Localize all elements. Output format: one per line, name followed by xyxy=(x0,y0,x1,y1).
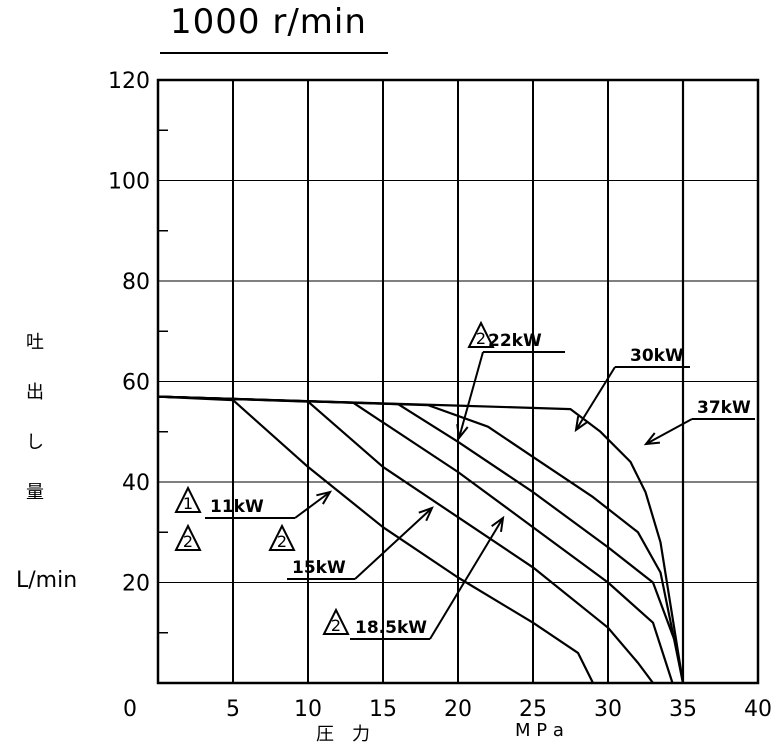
callout-22kW-arrowhead xyxy=(456,423,469,441)
callout-18.5kW-0-triangle xyxy=(322,607,350,635)
callout-15kW-0-triangle-number: 2 xyxy=(277,532,287,551)
callout-30kW-arrowhead xyxy=(574,416,589,433)
callout-22kW-0-triangle xyxy=(467,320,495,348)
callout-30kW-leader xyxy=(575,366,616,431)
x-tick-label-0: 0 xyxy=(123,697,137,722)
callout-15kW-label: 15kW xyxy=(292,558,346,578)
x-tick-label-5: 25 xyxy=(519,697,547,722)
y-axis-label-char-4: 量 xyxy=(26,482,44,503)
callout-37kW-leader xyxy=(645,418,693,445)
y-axis-label-char-3: し xyxy=(26,432,44,453)
series-line-18.5kW xyxy=(157,395,674,684)
callout-18.5kW-label: 18.5kW xyxy=(355,618,427,638)
callout-18.5kW-leader xyxy=(429,517,504,640)
callout-37kW-arrowhead xyxy=(643,432,661,446)
callout-30kW-label: 30kW xyxy=(630,346,684,366)
x-axis-label: 圧 力 xyxy=(316,724,370,745)
y-tick-label-6: 120 xyxy=(108,69,150,94)
callout-22kW-0-triangle-number: 2 xyxy=(476,329,486,348)
callout-11kW-0-triangle-number: 1 xyxy=(183,494,193,513)
callout-37kW-label: 37kW xyxy=(697,398,751,418)
y-tick-label-2: 40 xyxy=(122,471,150,496)
y-tick-label-3: 60 xyxy=(122,371,150,396)
series-line-15kW xyxy=(157,395,654,684)
callout-18.5kW-arrowhead xyxy=(491,515,505,532)
y-axis-unit: L/min xyxy=(16,568,78,593)
callout-11kW-1-triangle-number: 2 xyxy=(183,532,193,551)
callout-11kW-arrowhead xyxy=(316,490,333,505)
title-underline xyxy=(160,52,388,54)
chart-title: 1000 r/min xyxy=(170,2,367,42)
x-tick-label-3: 15 xyxy=(369,697,397,722)
x-tick-label-2: 10 xyxy=(294,697,322,722)
plot-frame xyxy=(156,78,760,685)
callout-18.5kW-0-triangle-number: 2 xyxy=(331,616,341,635)
x-tick-label-7: 35 xyxy=(669,697,697,722)
y-axis-label-char-2: 出 xyxy=(26,382,44,403)
x-tick-label-4: 20 xyxy=(444,697,472,722)
y-tick-label-4: 80 xyxy=(122,270,150,295)
callout-11kW-1-triangle xyxy=(174,523,202,551)
x-tick-label-8: 40 xyxy=(744,697,772,722)
callout-11kW-leader xyxy=(294,491,331,519)
callout-15kW-0-triangle xyxy=(268,523,296,551)
series-line-30kW xyxy=(157,395,685,684)
callout-15kW-leader xyxy=(354,507,433,580)
series-line-37kW xyxy=(157,395,685,684)
series-line-22kW xyxy=(157,395,685,684)
series-line-11kW xyxy=(157,395,594,684)
callout-11kW-0-triangle xyxy=(174,485,202,513)
callout-11kW-label: 11kW xyxy=(210,497,264,517)
x-axis-unit: M P a xyxy=(515,720,564,741)
callout-22kW-leader xyxy=(458,351,484,439)
x-tick-label-1: 5 xyxy=(226,697,240,722)
y-tick-label-5: 100 xyxy=(108,170,150,195)
y-tick-label-1: 20 xyxy=(122,572,150,597)
x-tick-label-6: 30 xyxy=(594,697,622,722)
callout-22kW-label: 22kW xyxy=(488,331,542,351)
callout-15kW-arrowhead xyxy=(418,506,434,522)
y-axis-label-char-1: 吐 xyxy=(26,332,44,353)
